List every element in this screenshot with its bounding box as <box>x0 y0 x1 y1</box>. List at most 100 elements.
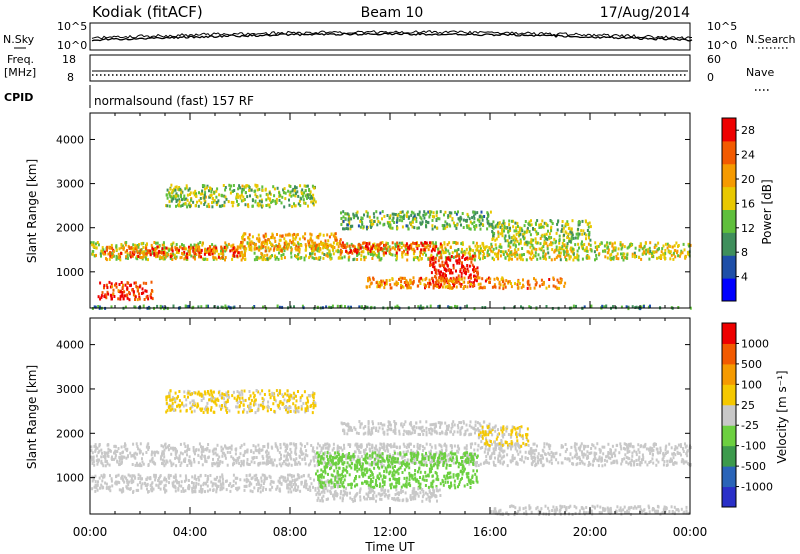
data-cell <box>153 253 156 257</box>
data-cell <box>278 476 281 480</box>
data-cell <box>170 452 173 456</box>
data-cell <box>161 243 164 247</box>
data-cell <box>443 282 446 286</box>
data-cell <box>246 450 249 454</box>
data-cell <box>595 257 598 261</box>
data-cell <box>570 231 573 235</box>
data-cell <box>402 215 405 218</box>
data-cell <box>276 248 279 251</box>
data-cell <box>121 457 124 460</box>
data-cell <box>344 453 347 457</box>
data-cell <box>431 263 433 267</box>
data-cell <box>274 442 277 446</box>
data-cell <box>562 226 565 230</box>
data-cell <box>405 247 408 251</box>
data-cell <box>416 244 419 248</box>
data-cell <box>420 276 423 280</box>
data-cell <box>561 228 563 232</box>
data-cell <box>649 448 652 452</box>
data-cell <box>377 249 379 253</box>
data-cell <box>187 459 190 462</box>
data-cell <box>214 462 216 466</box>
data-cell <box>142 252 145 256</box>
data-cell <box>150 292 153 296</box>
data-cell <box>379 283 382 287</box>
data-cell <box>293 478 296 482</box>
data-cell <box>410 246 412 250</box>
data-cell <box>606 251 609 255</box>
data-cell <box>279 238 282 242</box>
data-cell <box>557 461 560 465</box>
data-cell <box>334 238 337 242</box>
data-cell <box>294 459 297 463</box>
data-cell <box>434 446 437 450</box>
data-cell <box>543 233 546 237</box>
data-cell <box>530 252 532 256</box>
data-cell <box>265 204 268 207</box>
data-cell <box>180 489 183 493</box>
data-cell <box>373 215 376 219</box>
data-cell <box>170 199 173 203</box>
data-cell <box>225 244 228 248</box>
data-cell <box>413 242 416 245</box>
data-cell <box>465 447 468 451</box>
data-cell <box>440 276 443 280</box>
data-cell <box>235 448 237 452</box>
data-cell <box>355 251 358 255</box>
data-cell <box>274 257 277 261</box>
data-cell <box>457 450 460 454</box>
data-cell <box>214 244 217 248</box>
data-cell <box>483 246 486 250</box>
data-cell <box>430 241 433 245</box>
data-cell <box>604 249 607 253</box>
cpid-label: CPID <box>4 91 33 104</box>
data-cell <box>287 453 290 456</box>
data-cell <box>211 462 214 466</box>
data-cell <box>332 446 335 450</box>
data-cell <box>208 189 210 193</box>
data-cell <box>419 462 422 466</box>
data-cell <box>568 459 571 463</box>
data-cell <box>561 224 564 228</box>
data-cell <box>150 296 153 300</box>
data-cell <box>432 247 434 251</box>
data-cell <box>331 481 334 485</box>
data-cell <box>405 215 408 218</box>
data-cell <box>490 222 493 226</box>
data-cell <box>377 283 380 287</box>
data-cell <box>452 276 455 280</box>
data-cell <box>464 268 467 272</box>
data-cell <box>174 257 177 261</box>
data-cell <box>266 239 268 243</box>
data-cell <box>186 453 188 457</box>
data-cell <box>551 241 554 245</box>
data-cell <box>184 450 187 454</box>
data-cell <box>95 486 98 490</box>
data-cell <box>476 448 479 452</box>
data-cell <box>376 285 379 289</box>
data-cell <box>570 246 572 250</box>
data-cell <box>419 215 422 219</box>
data-cell <box>424 286 426 290</box>
data-cell <box>174 247 177 251</box>
data-cell <box>261 257 264 261</box>
data-cell <box>99 281 102 285</box>
data-cell <box>577 456 580 460</box>
data-cell <box>574 446 577 450</box>
data-cell <box>272 463 275 467</box>
data-cell <box>133 452 136 456</box>
data-cell <box>367 442 370 446</box>
data-cell <box>320 479 323 483</box>
data-cell <box>168 481 170 485</box>
data-cell <box>161 458 164 462</box>
data-cell <box>388 216 391 220</box>
data-cell <box>172 462 175 466</box>
data-cell <box>251 241 254 245</box>
data-cell <box>188 187 191 191</box>
data-cell <box>659 446 662 450</box>
data-cell <box>290 481 293 485</box>
data-cell <box>114 283 116 287</box>
data-cell <box>673 244 676 248</box>
data-cell <box>642 305 645 308</box>
data-cell <box>560 445 563 449</box>
